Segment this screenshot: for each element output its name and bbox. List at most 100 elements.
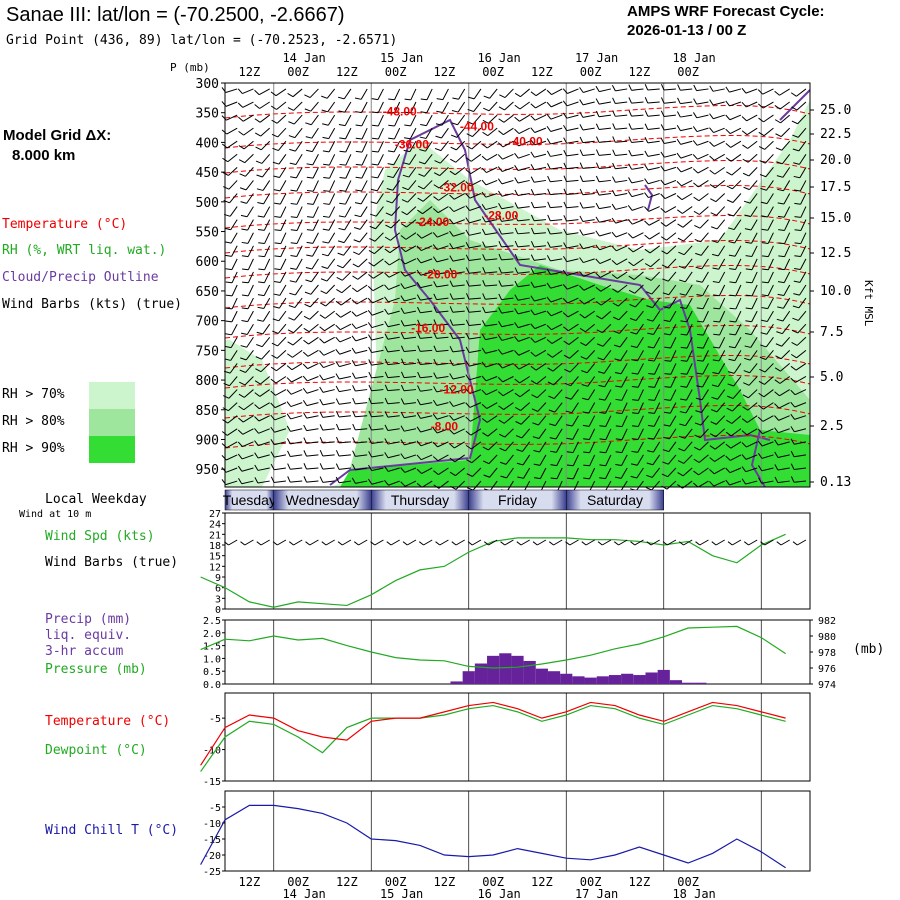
wind-barb xyxy=(514,267,530,274)
wind-barb-staff xyxy=(537,415,547,426)
wind-barb xyxy=(256,167,271,178)
wind-barb-staff xyxy=(582,140,595,144)
wind-barb-flag xyxy=(744,332,752,336)
wind-barb xyxy=(580,336,596,346)
wind-barb xyxy=(546,323,563,331)
wind-barb xyxy=(612,162,628,170)
wind-barb-flag xyxy=(627,204,633,211)
wind-barb-staff xyxy=(322,480,335,483)
wind-barb-flag xyxy=(304,108,311,112)
wind-barb xyxy=(416,269,433,276)
wind-barb-flag xyxy=(598,384,605,388)
wind-barb-staff xyxy=(763,402,774,410)
wind-barb xyxy=(595,175,611,183)
wind-barb-flag xyxy=(644,263,651,268)
wind-barb-flag xyxy=(286,438,291,445)
wind-barb-flag xyxy=(775,147,782,151)
wind-barb-flag xyxy=(370,201,377,204)
precip-bar xyxy=(547,671,561,684)
wind-barb xyxy=(612,149,628,156)
wind-barb-flag xyxy=(677,223,684,228)
wind-barb-staff xyxy=(670,363,677,375)
wind-barb xyxy=(630,337,644,348)
wind-barb xyxy=(695,402,709,413)
wind-barb-staff xyxy=(312,180,319,192)
wind-barb xyxy=(368,384,384,392)
wind-barb xyxy=(355,141,368,153)
wind-barb xyxy=(514,349,530,356)
wind-barb-flag xyxy=(644,84,649,91)
wind-barb-flag xyxy=(677,84,681,91)
wind-barb-flag xyxy=(351,360,356,367)
wind-barb-flag xyxy=(351,463,356,471)
temperature-contour-label: -48.00 xyxy=(383,105,417,119)
wind-barb-staff xyxy=(502,376,514,383)
wind-barb xyxy=(286,401,303,408)
wind-barb-staff xyxy=(436,323,449,326)
wind-barb xyxy=(597,350,612,361)
wind-barb-flag xyxy=(240,214,248,218)
precip-tick-label: 1.0 xyxy=(203,654,221,665)
wind-barb-flag xyxy=(386,200,393,204)
wind-barb-staff xyxy=(586,350,596,360)
wind-barb xyxy=(400,283,417,290)
wind-barb-flag xyxy=(339,137,346,140)
wind-barb-flag xyxy=(433,268,438,275)
wind-barb-flag xyxy=(497,142,504,148)
wind-barb xyxy=(612,176,628,183)
wind-barb-staff xyxy=(784,258,791,270)
wind-barb-staff xyxy=(259,389,270,397)
wind-barb xyxy=(465,205,482,212)
wind-barb xyxy=(676,124,693,132)
wind-barb-staff xyxy=(290,415,303,420)
surface-wind-barb-staff xyxy=(423,539,433,546)
wind-barb xyxy=(677,219,693,228)
wind-barb-staff xyxy=(468,310,481,313)
wind-barb xyxy=(582,415,596,427)
wind-barb xyxy=(465,280,481,287)
wind-barb xyxy=(563,188,579,196)
wind-barb xyxy=(774,114,791,124)
wind-barb xyxy=(644,219,660,226)
wind-barb xyxy=(319,349,335,356)
wind-barb-flag xyxy=(774,403,780,409)
wind-barb-flag xyxy=(562,283,568,290)
surface-wind-barb xyxy=(743,539,758,546)
surface-wind-barb-staff xyxy=(260,539,270,546)
wind-barb-flag xyxy=(241,255,249,258)
wind-barb xyxy=(644,245,660,254)
wind-chill-label: Wind Chill T (°C) xyxy=(45,823,179,838)
wind-barb-flag xyxy=(660,97,665,104)
wind-barb xyxy=(270,101,287,110)
wind-barb-staff xyxy=(311,140,319,152)
wind-barb-flag xyxy=(530,115,536,121)
wind-barb-staff xyxy=(717,389,726,400)
wind-barb-flag xyxy=(599,438,606,441)
surface-wind-barb xyxy=(581,539,595,546)
wind-barb-staff xyxy=(309,310,319,320)
wind-barb-flag xyxy=(614,476,622,479)
wind-barb-flag xyxy=(289,280,297,283)
wind-barb xyxy=(335,373,352,380)
wind-barb xyxy=(387,154,401,166)
wind-barb-staff xyxy=(420,245,433,252)
wind-barb-staff xyxy=(686,323,693,336)
wind-barb xyxy=(546,113,563,120)
wind-barb xyxy=(612,97,628,105)
wind-barb xyxy=(550,441,563,453)
wind-barb-flag xyxy=(465,267,470,274)
wind-barb xyxy=(564,376,579,387)
wind-barb-staff xyxy=(231,284,238,297)
wind-barb xyxy=(758,402,774,410)
surface-wind-barb-flag xyxy=(321,541,327,546)
wind-barb-staff xyxy=(669,323,677,336)
wind-barb-staff xyxy=(485,284,498,287)
wind-barb-flag xyxy=(451,122,458,126)
surface-wind-barb xyxy=(695,539,709,546)
wind-barb xyxy=(272,140,287,152)
wind-barb xyxy=(564,363,579,373)
wind-barb-staff xyxy=(650,258,661,268)
wind-barb xyxy=(400,453,417,460)
wind-barb xyxy=(793,284,807,296)
wind-barb xyxy=(339,193,352,205)
